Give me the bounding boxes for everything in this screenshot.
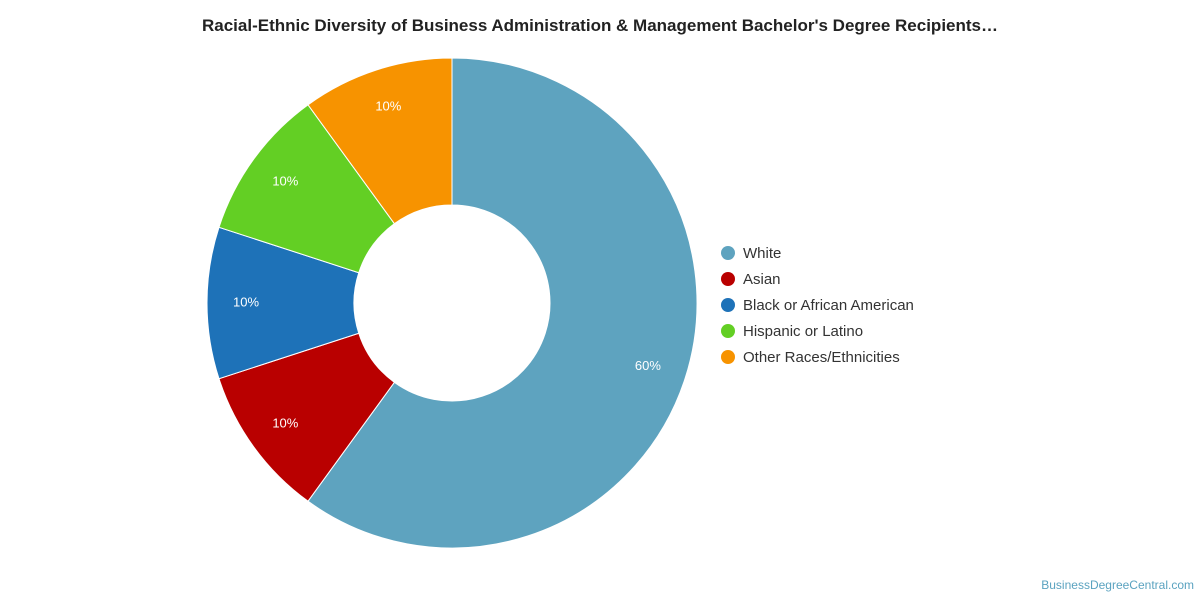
legend-swatch-white (721, 246, 735, 260)
legend-item-other-races-ethnicities[interactable]: Other Races/Ethnicities (721, 344, 914, 370)
legend-label-asian: Asian (743, 270, 781, 288)
chart-legend: White Asian Black or African American Hi… (721, 240, 914, 370)
legend-swatch-hispanic-or-latino (721, 324, 735, 338)
slice-white[interactable] (307, 57, 698, 549)
slice-label-black-or-african-american: 10% (233, 294, 259, 309)
legend-item-hispanic-or-latino[interactable]: Hispanic or Latino (721, 318, 914, 344)
legend-item-white[interactable]: White (721, 240, 914, 266)
legend-item-asian[interactable]: Asian (721, 266, 914, 292)
slice-other-races-ethnicities[interactable] (307, 57, 453, 225)
credit-link[interactable]: BusinessDegreeCentral.com (1041, 578, 1194, 592)
legend-label-white: White (743, 244, 782, 262)
legend-swatch-asian (721, 272, 735, 286)
legend-item-black-or-african-american[interactable]: Black or African American (721, 292, 914, 318)
legend-label-hispanic-or-latino: Hispanic or Latino (743, 322, 864, 340)
legend-label-other-races-ethnicities: Other Races/Ethnicities (743, 348, 900, 366)
chart-title: Racial-Ethnic Diversity of Business Admi… (201, 16, 998, 35)
legend-swatch-other-races-ethnicities (721, 350, 735, 364)
slice-label-other-races-ethnicities: 10% (375, 99, 401, 114)
slice-label-hispanic-or-latino: 10% (272, 173, 298, 188)
legend-label-black-or-african-american: Black or African American (743, 296, 914, 314)
slice-label-asian: 10% (272, 416, 298, 431)
slice-label-white: 60% (635, 358, 661, 373)
legend-swatch-black-or-african-american (721, 298, 735, 312)
